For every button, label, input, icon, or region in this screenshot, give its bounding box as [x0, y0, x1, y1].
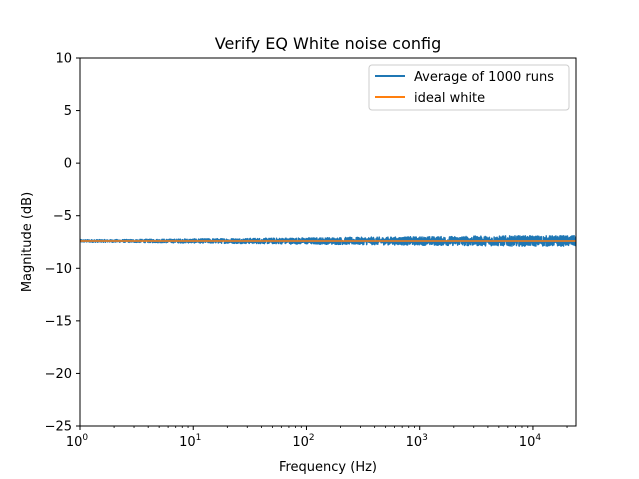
y-tick-label: −25 — [45, 420, 72, 435]
y-tick-label: −5 — [53, 209, 72, 224]
axes-frame — [79, 57, 577, 427]
y-tick-label: 0 — [64, 157, 72, 172]
series-layer — [80, 234, 576, 247]
y-axis-label: Magnitude (dB) — [20, 192, 35, 292]
plot-area — [80, 234, 576, 247]
y-tick-label: 5 — [64, 104, 72, 119]
y-tick-label: −20 — [45, 367, 72, 382]
legend-box — [368, 64, 570, 111]
y-tick-label: 10 — [55, 52, 72, 67]
y-axis: 10 5 0 −5 −10 −15 −20 −25 — [45, 52, 80, 435]
legend-label-ideal-white: ideal white — [414, 91, 485, 106]
y-tick-label: −15 — [45, 314, 72, 329]
legend: Average of 1000 runs ideal white — [368, 64, 570, 111]
chart-title: Verify EQ White noise config — [215, 34, 441, 53]
x-axis-label: Frequency (Hz) — [279, 460, 377, 475]
legend-label-average: Average of 1000 runs — [414, 70, 554, 85]
y-tick-label: −10 — [45, 262, 72, 277]
